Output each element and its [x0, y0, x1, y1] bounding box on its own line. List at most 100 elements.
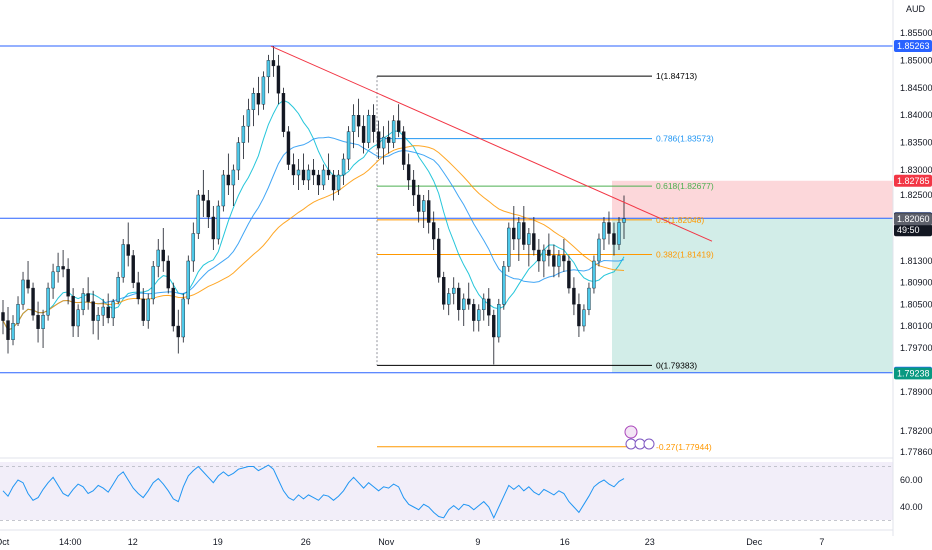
candle-body — [156, 249, 160, 267]
candle-body — [597, 238, 601, 262]
price-label-text: 1.79238 — [897, 368, 930, 378]
fibonacci-retracement[interactable]: 1(1.84713) 0.786(1.83573) 0.618(1.82677) 0.… — [376, 71, 714, 452]
candle-body — [552, 255, 556, 267]
horizontal-lines — [0, 45, 893, 374]
candle-body — [587, 287, 591, 310]
y-tick-label: 1.82500 — [900, 190, 932, 200]
position-target-zone — [612, 218, 893, 373]
candle-body — [126, 244, 130, 256]
candle-body — [467, 298, 471, 305]
candle-body — [411, 179, 416, 196]
candle-body — [41, 314, 45, 329]
candle-body — [26, 279, 30, 289]
candle-body — [442, 277, 446, 305]
candle-body — [196, 194, 201, 234]
candle-body — [622, 218, 626, 223]
candle-body — [321, 169, 326, 186]
candle-body — [16, 304, 20, 324]
trendline — [270, 45, 713, 242]
position-tool — [612, 180, 893, 373]
candle-body — [251, 93, 256, 110]
price-label-text: 1.85263 — [897, 41, 930, 51]
event-flag-icon — [624, 425, 638, 439]
trendline — [270, 45, 713, 242]
candle-body — [56, 266, 60, 273]
candle-body — [497, 304, 501, 338]
x-tick-label: 7 — [819, 537, 824, 547]
candle-body — [356, 114, 361, 127]
x-tick-label: 12 — [128, 537, 138, 547]
price-label-text: 1.82785 — [897, 176, 930, 186]
rsi-tick-label: 60.00 — [900, 475, 923, 485]
y-tick-label: 1.85500 — [900, 28, 932, 38]
candle-body — [416, 194, 421, 212]
price-label-text: 49:50 — [897, 225, 920, 235]
y-tick-label: 1.84000 — [900, 110, 932, 120]
candle-body — [266, 60, 271, 78]
y-tick-label: 1.78900 — [900, 387, 932, 397]
candle-body — [572, 287, 576, 305]
candle-body — [582, 309, 586, 327]
fib-level-label: 0.382(1.81419) — [656, 249, 714, 259]
candle-body — [296, 169, 301, 176]
candle-body — [136, 282, 140, 300]
y-tick-label: 1.77860 — [900, 447, 932, 457]
candle-body — [191, 233, 196, 262]
candle-body — [341, 158, 346, 176]
candle-body — [106, 306, 110, 319]
x-tick-label: Dec — [746, 537, 763, 547]
fib-level-label: 0.618(1.82677) — [656, 181, 714, 191]
candle-body — [276, 65, 281, 94]
candle-body — [401, 131, 406, 165]
fib-level-label: 1(1.84713) — [656, 71, 697, 81]
price-label-box — [894, 213, 932, 226]
rsi-line — [2, 464, 625, 519]
candle-body — [96, 314, 100, 321]
candle-body — [431, 222, 436, 240]
candle-body — [436, 238, 441, 278]
y-tick-label: 1.85000 — [900, 55, 932, 65]
y-tick-label: 1.80100 — [900, 321, 932, 331]
candle-body — [176, 325, 180, 338]
candle-body — [537, 249, 541, 262]
candle-body — [301, 169, 306, 181]
candle-body — [547, 249, 551, 256]
candle-body — [522, 222, 526, 245]
moving-averages — [2, 99, 625, 331]
candle-body — [532, 233, 536, 251]
y-tick-label: 1.81300 — [900, 256, 932, 266]
currency-label[interactable]: AUD — [906, 4, 926, 14]
candle-body — [21, 279, 25, 305]
candle-body — [311, 169, 316, 176]
candle-body — [331, 174, 336, 191]
candle-body — [271, 60, 276, 67]
candle-body — [1, 312, 5, 321]
candle-body — [482, 298, 486, 310]
x-tick-label: Nov — [378, 537, 395, 547]
candle-body — [366, 114, 371, 143]
x-tick-label: 19 — [213, 537, 223, 547]
price-label-text: 1.82060 — [897, 214, 930, 224]
candle-body — [492, 314, 496, 338]
candle-body — [316, 174, 321, 186]
candle-body — [241, 125, 246, 143]
candle-body — [261, 76, 266, 105]
candle-body — [131, 255, 135, 283]
fib-level-label: 0.5(1.82048) — [656, 215, 704, 225]
x-tick-label: 26 — [301, 537, 311, 547]
candle-body — [376, 131, 381, 149]
candle-body — [336, 174, 341, 191]
candle-body — [11, 323, 15, 340]
price-label-box — [894, 224, 932, 237]
rsi-background — [0, 457, 893, 521]
candle-body — [161, 249, 165, 262]
candle-body — [61, 266, 65, 270]
position-stop-zone — [612, 180, 893, 219]
candle-body — [527, 233, 531, 245]
candle-body — [256, 93, 261, 105]
candle-body — [181, 298, 185, 338]
candle-body — [472, 304, 476, 321]
candle-body — [462, 298, 466, 310]
